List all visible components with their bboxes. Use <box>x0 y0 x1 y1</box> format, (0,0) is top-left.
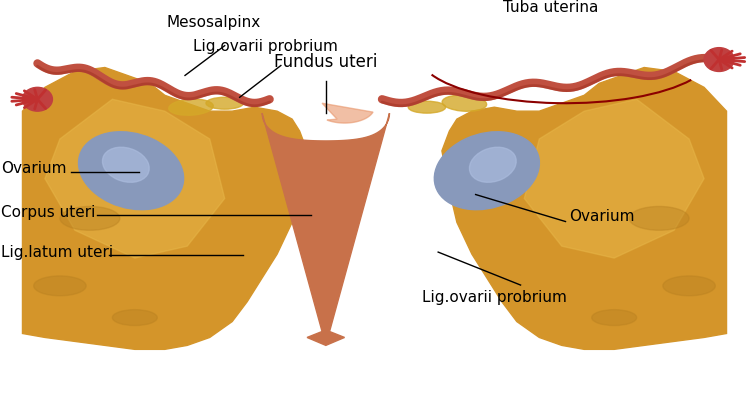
Text: Mesosalpinx: Mesosalpinx <box>166 15 261 30</box>
Polygon shape <box>45 99 225 258</box>
Ellipse shape <box>470 147 516 182</box>
Polygon shape <box>524 99 704 258</box>
Text: Fundus uteri: Fundus uteri <box>274 53 377 71</box>
Polygon shape <box>22 67 307 349</box>
Ellipse shape <box>442 95 487 111</box>
Ellipse shape <box>663 276 715 296</box>
Ellipse shape <box>592 310 637 326</box>
Text: Lig.latum uteri: Lig.latum uteri <box>1 245 114 260</box>
Polygon shape <box>442 67 727 349</box>
Ellipse shape <box>22 87 52 111</box>
Text: Ovarium: Ovarium <box>569 209 634 224</box>
Text: Tuba uterina: Tuba uterina <box>503 0 598 15</box>
Polygon shape <box>322 103 373 123</box>
Ellipse shape <box>34 276 86 296</box>
Ellipse shape <box>112 310 157 326</box>
Ellipse shape <box>206 97 243 109</box>
Text: Corpus uteri: Corpus uteri <box>1 205 96 220</box>
Ellipse shape <box>60 206 120 230</box>
Ellipse shape <box>629 206 689 230</box>
Ellipse shape <box>704 48 734 71</box>
Ellipse shape <box>103 147 149 182</box>
Text: Ovarium: Ovarium <box>1 161 67 176</box>
Text: Lig.ovarii probrium: Lig.ovarii probrium <box>193 39 339 54</box>
Ellipse shape <box>408 101 446 113</box>
Ellipse shape <box>169 99 213 115</box>
Ellipse shape <box>79 132 184 210</box>
Polygon shape <box>262 113 389 345</box>
Text: Lig.ovarii probrium: Lig.ovarii probrium <box>422 290 567 305</box>
Ellipse shape <box>434 132 539 210</box>
